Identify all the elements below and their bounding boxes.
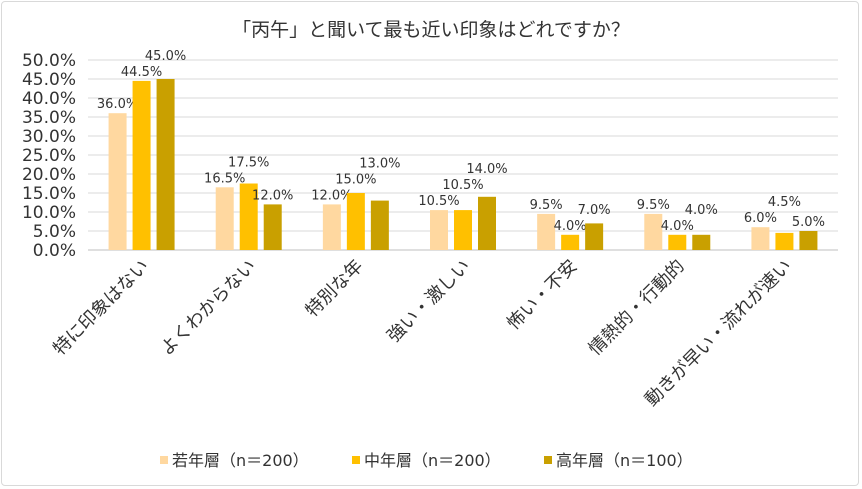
legend: 若年層（n＝200） 中年層（n＝200） 高年層（n＝100） bbox=[160, 451, 693, 470]
data-label: 16.5% bbox=[204, 171, 245, 186]
y-axis: 0.0%5.0%10.0%15.0%20.0%25.0%30.0%35.0%40… bbox=[22, 51, 76, 261]
data-label: 44.5% bbox=[121, 65, 162, 80]
legend-swatch bbox=[544, 456, 552, 464]
y-tick-label: 45.0% bbox=[22, 70, 76, 90]
grid bbox=[88, 59, 838, 251]
bar bbox=[644, 213, 663, 250]
y-tick-label: 0.0% bbox=[33, 241, 76, 261]
data-label: 4.0% bbox=[554, 219, 587, 234]
bar bbox=[775, 232, 794, 250]
legend-label: 高年層（n＝100） bbox=[556, 451, 693, 470]
x-tick-label: よくわからない bbox=[156, 256, 260, 360]
bar bbox=[132, 80, 151, 251]
y-tick-label: 25.0% bbox=[22, 146, 76, 166]
y-tick-label: 30.0% bbox=[22, 127, 76, 147]
legend-label: 若年層（n＝200） bbox=[172, 451, 309, 470]
legend-label: 中年層（n＝200） bbox=[364, 451, 501, 470]
bar bbox=[561, 234, 580, 250]
data-label: 6.0% bbox=[744, 211, 777, 226]
bar bbox=[215, 187, 234, 250]
data-label: 12.0% bbox=[311, 188, 352, 203]
bar bbox=[478, 196, 496, 250]
data-label: 17.5% bbox=[228, 155, 269, 170]
bars: 36.0%44.5%45.0%16.5%17.5%12.0% 12.0%15.0%… bbox=[97, 49, 825, 251]
data-label: 45.0% bbox=[145, 49, 186, 64]
data-label: 36.0% bbox=[97, 97, 138, 112]
bar bbox=[668, 234, 687, 250]
x-tick-label: 情熱的・行動的 bbox=[585, 256, 689, 360]
data-label: 5.0% bbox=[792, 215, 825, 230]
y-tick-label: 50.0% bbox=[22, 51, 76, 71]
bar bbox=[585, 223, 604, 250]
x-tick-label: 特別な年 bbox=[302, 256, 368, 322]
bar bbox=[346, 193, 365, 250]
bar bbox=[454, 210, 472, 250]
data-label: 4.0% bbox=[685, 203, 718, 218]
data-label: 4.0% bbox=[661, 219, 694, 234]
x-axis: 特に印象はない よくわからない 特別な年 強い・激しい 怖い・不安 情熱的・行動的動きが早… bbox=[49, 256, 796, 411]
bar bbox=[537, 213, 556, 250]
x-tick-label: 特に印象はない bbox=[49, 256, 153, 360]
bar bbox=[239, 183, 258, 250]
bar bbox=[156, 79, 175, 250]
x-tick-label: 強い・激しい bbox=[383, 256, 474, 347]
y-tick-label: 20.0% bbox=[22, 165, 76, 185]
data-label: 10.5% bbox=[442, 178, 483, 193]
y-tick-label: 35.0% bbox=[22, 108, 76, 128]
data-label: 10.5% bbox=[418, 194, 459, 209]
y-tick-label: 10.0% bbox=[22, 203, 76, 223]
legend-swatch bbox=[352, 456, 360, 464]
legend-swatch bbox=[160, 456, 168, 464]
bar bbox=[751, 227, 770, 250]
data-label: 13.0% bbox=[359, 156, 400, 171]
bar bbox=[692, 234, 711, 250]
data-label: 4.5% bbox=[768, 195, 801, 210]
bar bbox=[322, 204, 341, 250]
bar bbox=[799, 231, 818, 250]
bar bbox=[370, 200, 389, 250]
chart-title: 「丙午」と聞いて最も近い印象はどれですか？ bbox=[232, 19, 630, 41]
y-tick-label: 40.0% bbox=[22, 89, 76, 109]
y-tick-label: 15.0% bbox=[22, 184, 76, 204]
y-tick-label: 5.0% bbox=[33, 222, 76, 242]
data-label: 15.0% bbox=[335, 172, 376, 187]
x-tick-label: 怖い・不安 bbox=[503, 256, 581, 334]
bar bbox=[263, 204, 282, 250]
data-label: 14.0% bbox=[466, 162, 507, 177]
data-label: 9.5% bbox=[530, 198, 563, 213]
data-label: 9.5% bbox=[637, 198, 670, 213]
bar bbox=[430, 210, 448, 250]
data-label: 12.0% bbox=[252, 188, 293, 203]
bar bbox=[108, 113, 127, 250]
data-label: 7.0% bbox=[578, 203, 611, 218]
